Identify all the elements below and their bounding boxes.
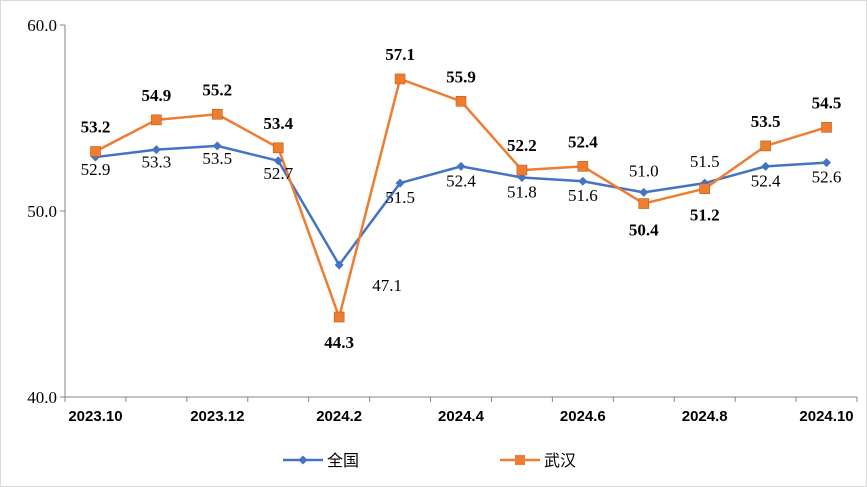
- data-point: [394, 73, 406, 85]
- data-point: [90, 146, 101, 157]
- legend-marker: [298, 455, 308, 465]
- data-point: [272, 142, 284, 154]
- y-tick-label: 50.0: [27, 202, 57, 221]
- data-point: [821, 122, 832, 133]
- data-point: [822, 158, 832, 168]
- data-label: 53.2: [81, 117, 111, 136]
- legend-label: 全国: [327, 452, 359, 470]
- data-point: [638, 198, 650, 209]
- y-tick-label: 60.0: [27, 16, 57, 35]
- data-label: 51.5: [385, 188, 415, 207]
- data-point: [516, 164, 528, 176]
- data-point: [151, 114, 162, 126]
- data-label: 55.2: [202, 80, 232, 99]
- data-point: [699, 183, 710, 194]
- y-tick-label: 40.0: [27, 388, 57, 407]
- data-label: 51.5: [690, 152, 720, 171]
- data-label: 51.6: [568, 186, 598, 205]
- data-label: 52.2: [507, 136, 537, 155]
- data-label: 55.9: [446, 67, 476, 86]
- data-point: [578, 176, 588, 186]
- data-point: [577, 161, 589, 172]
- data-labels: 52.9 53.3 53.5 52.7 47.1 51.5 52.4 51.8 51.6 51.0…: [81, 45, 842, 352]
- data-point: [455, 95, 467, 107]
- data-point: [151, 145, 161, 155]
- data-point: [212, 141, 222, 151]
- legend-label: 武汉: [544, 452, 576, 470]
- x-tick-label: 2023.10: [68, 408, 122, 425]
- data-point: [456, 161, 466, 171]
- x-tick-label: 2024.10: [799, 408, 853, 425]
- legend-item-武汉: 武汉: [500, 452, 576, 470]
- data-point: [334, 260, 344, 270]
- data-label: 53.3: [142, 153, 172, 172]
- data-label: 51.2: [690, 206, 720, 225]
- data-label: 53.5: [751, 112, 781, 131]
- series-lines: [94, 77, 827, 319]
- data-label: 52.4: [751, 171, 781, 190]
- data-label: 52.9: [81, 160, 111, 179]
- data-point: [212, 108, 223, 120]
- x-tick-label: 2023.12: [190, 408, 244, 425]
- data-label: 50.4: [629, 221, 659, 240]
- data-point: [639, 187, 649, 197]
- data-label: 54.5: [812, 93, 842, 112]
- data-point: [333, 311, 345, 323]
- x-tick-label: 2024.8: [682, 408, 728, 425]
- data-label: 51.0: [629, 161, 659, 180]
- legend: 全国 武汉: [283, 452, 576, 470]
- data-point: [761, 161, 771, 171]
- data-label: 52.6: [812, 168, 842, 187]
- data-label: 47.1: [372, 276, 402, 295]
- tick-labels: 40.0 50.0 60.0 2023.10 2023.12 2024.2 2024.4 20…: [27, 16, 853, 425]
- x-tick-label: 2024.4: [438, 408, 485, 425]
- data-label: 44.3: [324, 333, 354, 352]
- data-label: 52.4: [568, 132, 598, 151]
- data-label: 54.9: [142, 86, 172, 105]
- x-tick-label: 2024.6: [560, 408, 606, 425]
- legend-marker: [515, 455, 525, 465]
- data-point: [273, 156, 283, 166]
- data-point: [395, 178, 405, 188]
- series-markers: [90, 73, 832, 323]
- x-tick-label: 2024.2: [316, 408, 362, 425]
- legend-item-全国: 全国: [283, 452, 359, 470]
- data-label: 52.7: [263, 164, 293, 183]
- data-label: 53.5: [202, 149, 232, 168]
- data-label: 57.1: [385, 45, 415, 64]
- data-label: 53.4: [263, 114, 293, 133]
- data-point: [760, 140, 771, 152]
- series-line-武汉: [94, 77, 827, 319]
- data-label: 51.8: [507, 183, 537, 202]
- data-label: 52.4: [446, 171, 476, 190]
